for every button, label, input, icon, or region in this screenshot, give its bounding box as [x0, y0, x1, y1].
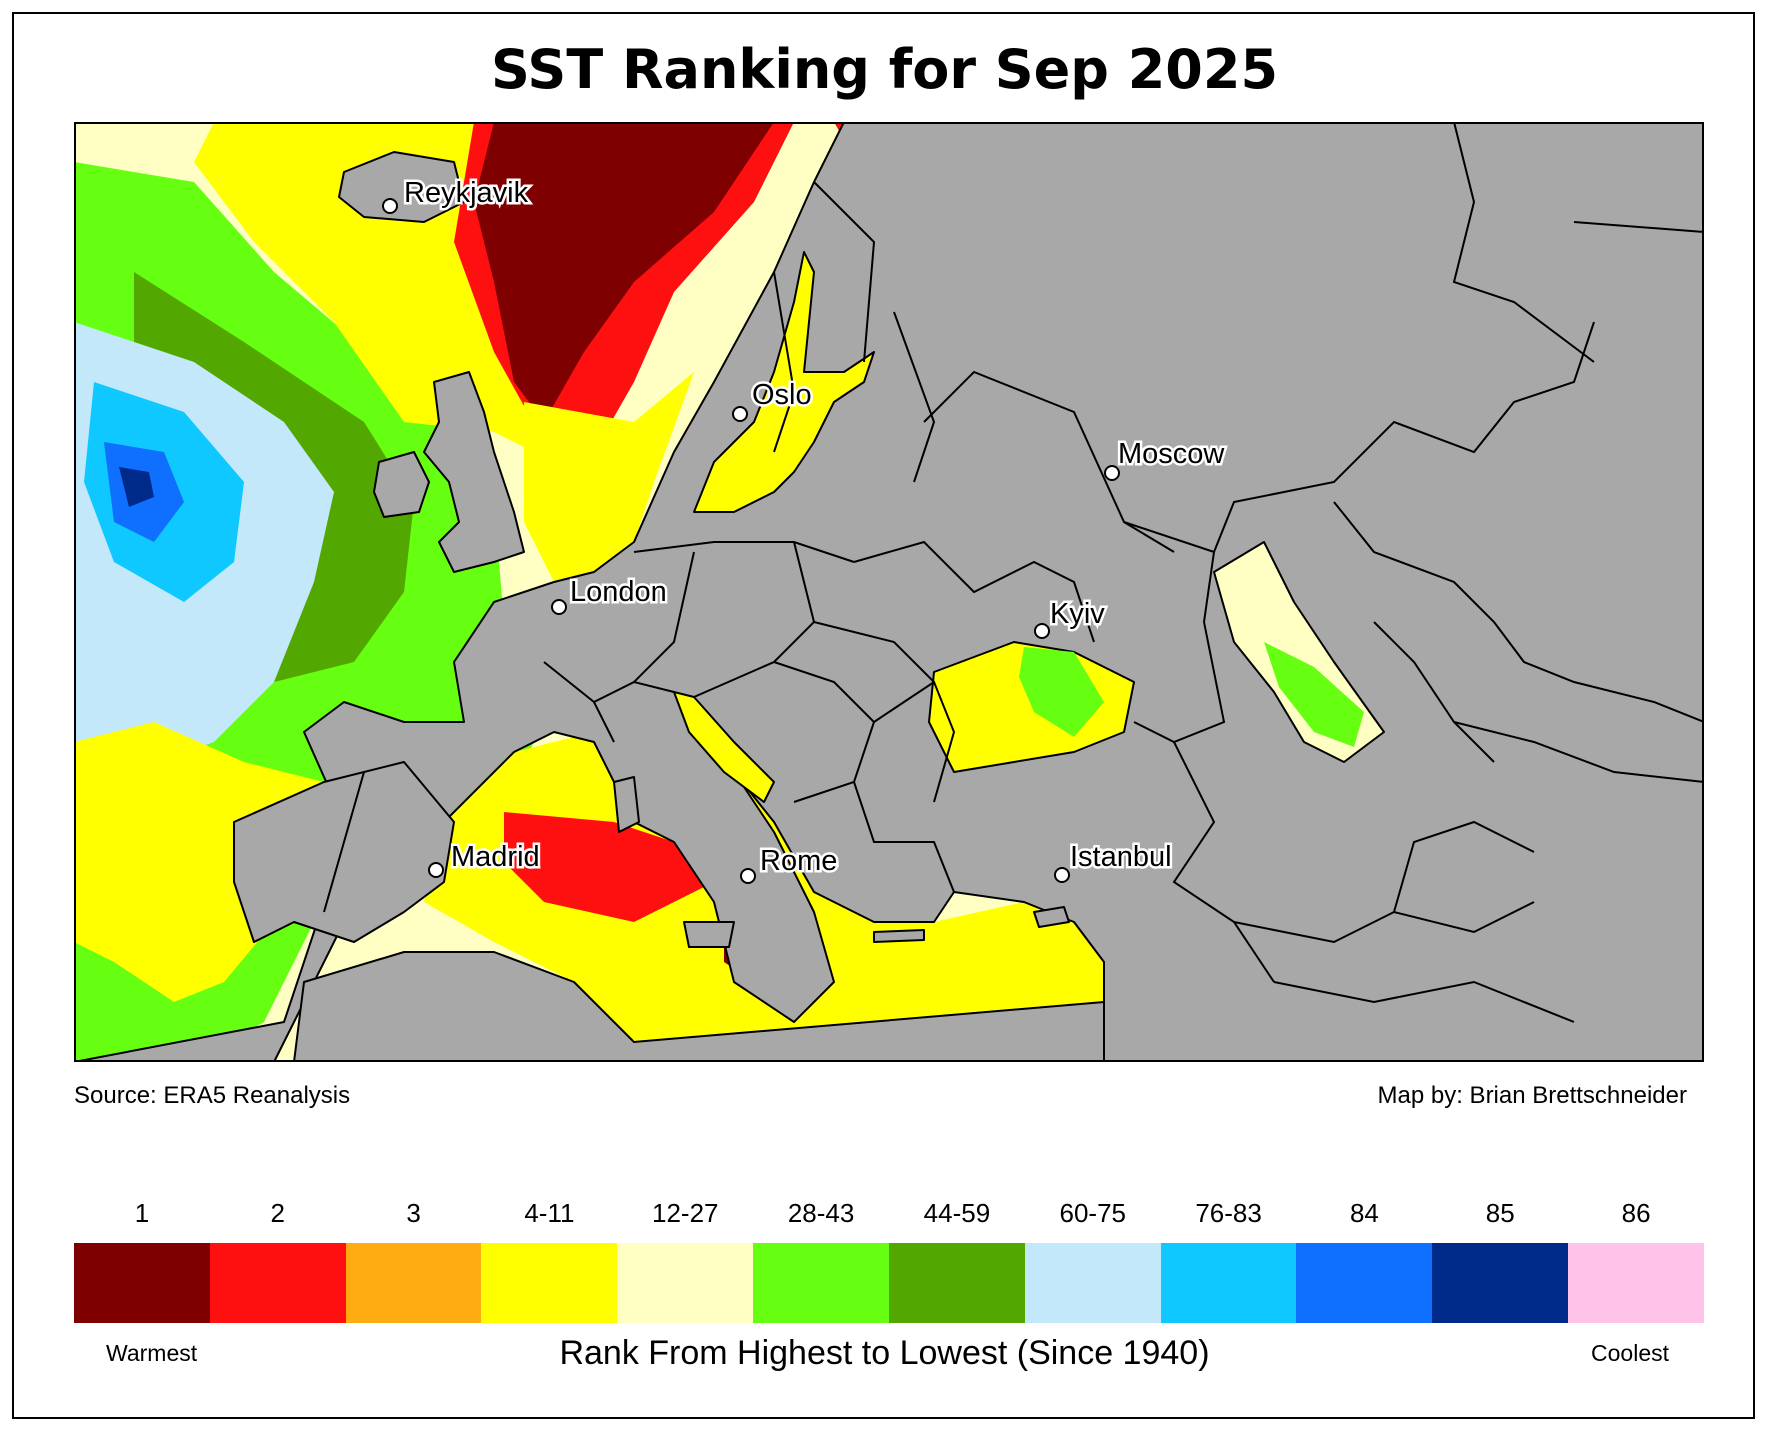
- land-sicily: [683, 921, 735, 948]
- svg-text:London: London: [570, 576, 667, 608]
- svg-text:Oslo: Oslo: [752, 379, 812, 411]
- legend-swatch: [617, 1243, 754, 1323]
- zone-north-sea-yellow: [524, 372, 694, 582]
- legend-class-label: 12-27: [652, 1198, 719, 1228]
- sea-black-green-cut: [1019, 647, 1104, 737]
- city-istanbul: Istanbul: [1054, 839, 1174, 883]
- svg-text:Reykjavik: Reykjavik: [404, 177, 529, 209]
- legend-swatch: [1296, 1243, 1433, 1323]
- figure-frame: [12, 12, 1755, 1419]
- legend-class-label: 28-43: [787, 1198, 855, 1228]
- legend-class-label: 3: [406, 1198, 421, 1228]
- legend-colorbar: [74, 1243, 1704, 1323]
- zone-tyrrhenian-red: [504, 812, 714, 922]
- country-borders: [323, 122, 1704, 1023]
- legend-swatch: [74, 1243, 210, 1323]
- legend-class-label: 44-59: [923, 1198, 991, 1228]
- svg-text:Rome: Rome: [760, 845, 837, 877]
- map-title: SST Ranking for Sep 2025: [490, 38, 1279, 101]
- city-madrid: Madrid: [428, 839, 542, 878]
- sst-rank-map: Reykjavik Oslo Moscow London Kyiv Madrid: [74, 122, 1704, 1062]
- sea-rank-zones: [74, 122, 1364, 1062]
- city-rome: Rome: [740, 843, 840, 884]
- sea-adriatic-cut: [673, 691, 775, 803]
- legend-swatch: [1160, 1243, 1297, 1323]
- land-cyprus: [1033, 906, 1070, 928]
- city-reykjavik: Reykjavik: [382, 175, 531, 214]
- legend-swatch: [209, 1243, 346, 1323]
- legend-swatch: [1024, 1243, 1161, 1323]
- svg-text:Kyiv: Kyiv: [1050, 598, 1105, 630]
- legend-swatch: [1432, 1243, 1569, 1323]
- credit-note: Map by: Brian Brettschneider: [1377, 1082, 1687, 1109]
- land-ireland: [373, 451, 430, 518]
- map-border: [74, 122, 1704, 1062]
- legend-class-label: 85: [1485, 1198, 1515, 1228]
- legend-swatch: [345, 1243, 482, 1323]
- city-oslo: Oslo: [732, 377, 814, 422]
- legend-warmest-label: Warmest: [106, 1340, 198, 1366]
- city-kyiv: Kyiv: [1034, 596, 1108, 639]
- legend-class-label: 4-11: [524, 1198, 575, 1228]
- land-iceland: [338, 151, 465, 223]
- land-crete: [873, 929, 925, 943]
- legend-coolest-label: Coolest: [1591, 1340, 1669, 1366]
- land-masses: [74, 122, 1704, 1062]
- city-markers: Reykjavik Oslo Moscow London Kyiv Madrid: [382, 175, 1228, 884]
- land-great-britain: [423, 371, 525, 573]
- legend-swatch: [753, 1243, 889, 1323]
- sea-baltic-cut: [693, 251, 875, 513]
- legend-swatch: [481, 1243, 618, 1323]
- svg-text:Moscow: Moscow: [1118, 438, 1225, 470]
- legend-class-label: 84: [1349, 1198, 1379, 1228]
- legend-swatch: [1568, 1243, 1704, 1323]
- legend-class-label: 60-75: [1059, 1198, 1127, 1228]
- svg-text:Madrid: Madrid: [451, 841, 540, 873]
- sea-caspian-green-cut: [1264, 642, 1364, 747]
- land-iberia: [233, 761, 455, 943]
- legend-axis-title: Rank From Highest to Lowest (Since 1940): [559, 1334, 1210, 1372]
- legend-swatch: [888, 1243, 1025, 1323]
- source-note: Source: ERA5 Reanalysis: [74, 1082, 351, 1109]
- land-north-africa: [293, 951, 1105, 1062]
- legend-labels: 1 2 3 4-11 12-27 28-43 44-59 60-75 76-83 84 85 86: [74, 1198, 1704, 1234]
- land-sardinia: [613, 776, 640, 833]
- city-moscow: Moscow: [1104, 436, 1228, 481]
- legend-class-label: 76-83: [1195, 1198, 1262, 1228]
- svg-text:Istanbul: Istanbul: [1070, 841, 1172, 873]
- city-london: London: [551, 574, 669, 615]
- zone-atlantic-navy: [119, 467, 154, 507]
- legend-class-label: 86: [1621, 1198, 1651, 1228]
- legend-class-label: 2: [270, 1198, 285, 1228]
- legend-class-label: 1: [134, 1198, 150, 1228]
- zone-norwegian-darkred: [474, 122, 774, 422]
